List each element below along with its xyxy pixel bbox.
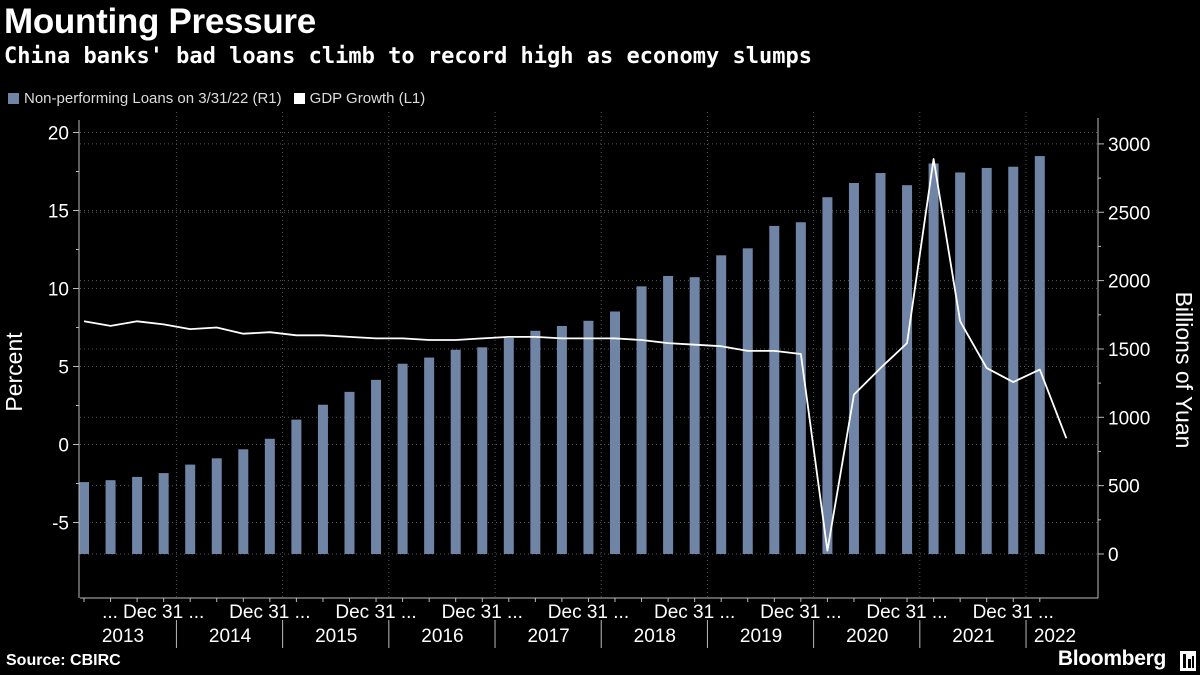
right-axis-tick-label: 1000 xyxy=(1108,408,1150,429)
npl-bar xyxy=(397,363,408,554)
npl-bar xyxy=(477,347,488,554)
brand-logo: Bloomberg xyxy=(1057,647,1166,670)
npl-bar xyxy=(211,458,222,554)
x-axis-year-label: 2014 xyxy=(209,626,252,647)
right-axis-tick-label: 2500 xyxy=(1108,203,1150,224)
npl-bar xyxy=(848,182,859,554)
chart-title: Mounting Pressure xyxy=(4,2,316,41)
npl-bar xyxy=(902,185,913,554)
left-axis-tick-label: 15 xyxy=(48,202,69,223)
legend-label-gdp: GDP Growth (L1) xyxy=(309,90,426,107)
legend-item-npl: Non-performing Loans on 3/31/22 (R1) xyxy=(8,90,282,107)
npl-bar xyxy=(795,222,806,554)
x-axis-year-label: 2020 xyxy=(846,626,888,647)
npl-bar xyxy=(556,325,567,554)
npl-bar xyxy=(185,464,196,554)
npl-bar xyxy=(981,167,992,554)
npl-bar xyxy=(610,311,620,554)
x-axis-tick-label: Dec 31 ... xyxy=(335,602,416,623)
npl-bar xyxy=(769,225,780,555)
x-axis-year-label: 2019 xyxy=(740,626,782,647)
legend-item-gdp: GDP Growth (L1) xyxy=(293,90,426,107)
legend-swatch-gdp xyxy=(293,93,305,104)
line-series-gdp xyxy=(83,158,1068,552)
npl-bar xyxy=(689,277,700,554)
x-axis-tick-label: Dec 31 ... xyxy=(548,602,629,623)
right-axis-tick-label: 0 xyxy=(1108,545,1119,566)
right-axis-tick-label: 500 xyxy=(1108,477,1140,498)
npl-bar xyxy=(105,480,116,554)
left-axis-tick-label: 10 xyxy=(48,280,69,301)
npl-bar xyxy=(371,379,382,554)
bar-series-npl xyxy=(79,156,1045,555)
npl-bar xyxy=(264,438,275,554)
npl-bar xyxy=(424,357,435,554)
npl-bar xyxy=(530,330,541,554)
npl-bar xyxy=(79,482,89,554)
npl-bar xyxy=(291,419,302,554)
axes: 20151050-5Percent30002500200015001000500… xyxy=(1,118,1197,648)
npl-bar xyxy=(875,173,886,555)
npl-bar xyxy=(1034,156,1045,555)
npl-bar xyxy=(344,391,355,554)
x-axis-tick-label: Dec 31 ... xyxy=(229,602,310,623)
x-axis-year-label: 2017 xyxy=(527,626,569,647)
source-note: Source: CBIRC xyxy=(6,652,121,669)
right-axis-tick-label: 1500 xyxy=(1108,340,1150,361)
legend-swatch-npl xyxy=(8,93,19,104)
npl-bar xyxy=(450,349,461,554)
x-axis-year-label: 2022 xyxy=(1034,626,1076,647)
left-axis-tick-label: 5 xyxy=(58,358,69,379)
npl-bar xyxy=(583,320,594,554)
right-axis-tick-label: 3000 xyxy=(1108,135,1150,156)
npl-bar xyxy=(158,473,169,554)
x-axis-year-label: 2016 xyxy=(421,626,463,647)
x-axis-year-label: 2021 xyxy=(952,626,994,647)
npl-bar xyxy=(742,248,753,554)
x-axis-tick-label: Dec 31 ... xyxy=(123,602,204,623)
x-axis-tick-label: Dec 31 ... xyxy=(973,602,1054,623)
npl-bar xyxy=(238,449,249,554)
x-axis-year-label: 2015 xyxy=(315,626,357,647)
legend-label-npl: Non-performing Loans on 3/31/22 (R1) xyxy=(24,90,282,107)
x-axis-tick-label: ... xyxy=(102,602,118,623)
left-axis-tick-label: -5 xyxy=(52,514,69,535)
npl-bar xyxy=(317,404,328,554)
left-axis-title: Percent xyxy=(1,332,27,412)
right-axis-tick-label: 2000 xyxy=(1108,272,1150,293)
npl-bar xyxy=(503,338,514,554)
npl-bar xyxy=(822,197,833,554)
x-axis-tick-label: Dec 31 ... xyxy=(442,602,523,623)
bloomberg-badge-icon xyxy=(1180,651,1196,671)
x-axis-tick-label: Dec 31 ... xyxy=(760,602,841,623)
chart-subtitle: China banks' bad loans climb to record h… xyxy=(4,44,812,69)
npl-bar xyxy=(132,476,143,554)
left-axis-tick-label: 20 xyxy=(48,124,69,145)
left-axis-tick-label: 0 xyxy=(58,436,69,457)
npl-bar xyxy=(663,275,674,554)
x-axis-tick-label: Dec 31 ... xyxy=(866,602,947,623)
npl-bar xyxy=(716,255,727,555)
npl-bar xyxy=(928,163,939,554)
npl-bar xyxy=(1008,166,1019,555)
npl-bar xyxy=(955,172,966,554)
gdp-growth-line xyxy=(83,158,1068,552)
right-axis-title: Billions of Yuan xyxy=(1171,292,1197,449)
x-axis-year-label: 2018 xyxy=(634,626,676,647)
x-axis-year-label: 2013 xyxy=(102,626,144,647)
npl-bar xyxy=(636,286,647,554)
x-axis-tick-label: Dec 31 ... xyxy=(654,602,735,623)
legend: Non-performing Loans on 3/31/22 (R1) GDP… xyxy=(8,90,437,107)
